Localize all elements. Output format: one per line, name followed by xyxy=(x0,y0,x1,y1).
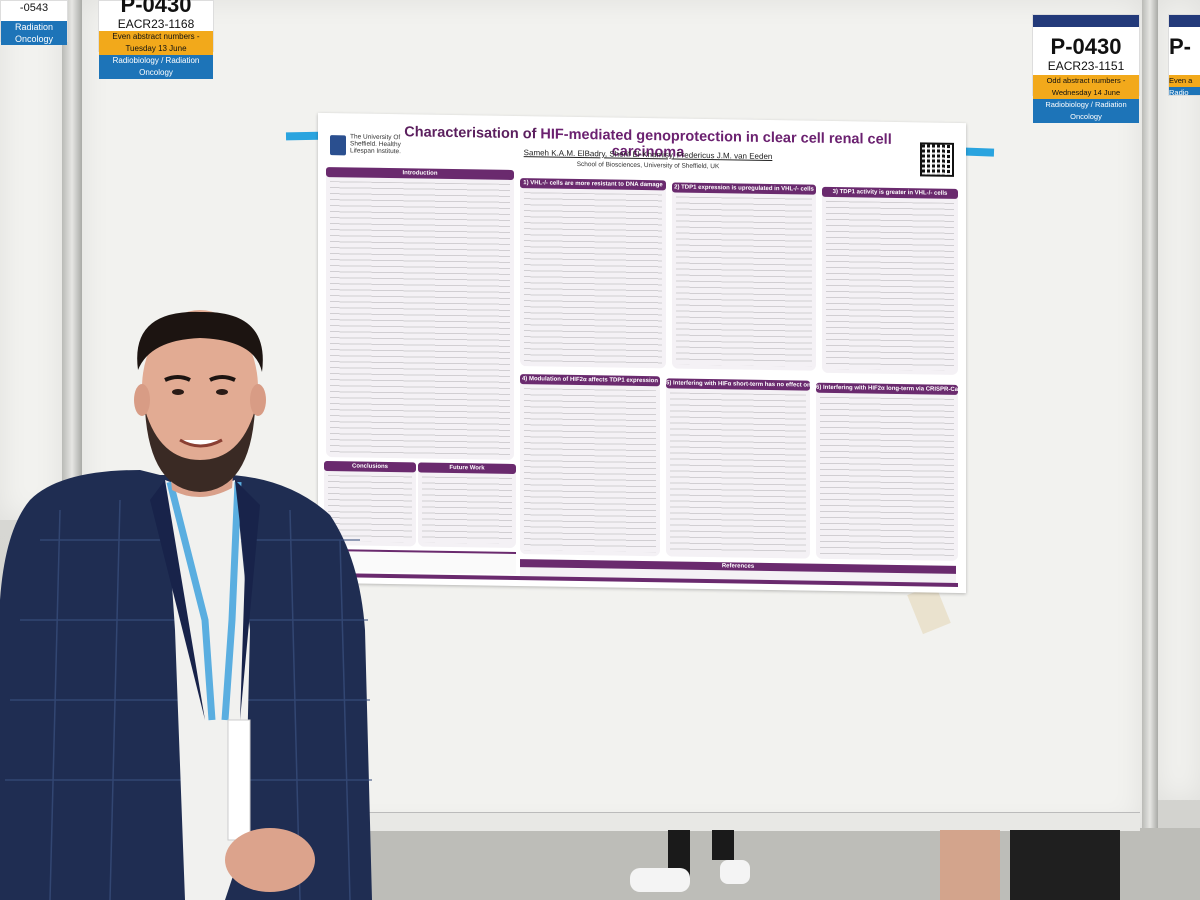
panel-content xyxy=(524,388,656,553)
blazer-lapel-right xyxy=(235,480,260,720)
congress-logo-strip xyxy=(1033,15,1139,27)
panel-header: 3) TDP1 activity is greater in VHL-/- ce… xyxy=(822,186,958,199)
blazer-lapel-left xyxy=(150,480,205,720)
panel-section-4: 4) Modulation of HIF2α affects TDP1 expr… xyxy=(520,374,660,557)
research-poster: The University Of Sheffield. Healthy Lif… xyxy=(318,112,966,594)
poster-title-part1: Characterisation of xyxy=(404,124,541,143)
qr-code-icon xyxy=(920,142,954,177)
poster-label-left-top: -0543 Radiation Oncology xyxy=(0,0,68,45)
panel-section-5: 5) Interfering with HIFα short-term has … xyxy=(666,378,810,559)
hair xyxy=(137,311,263,372)
beard xyxy=(145,410,255,492)
smile xyxy=(179,438,223,448)
face xyxy=(142,310,258,466)
background-person-legs xyxy=(630,830,750,900)
panel-content xyxy=(676,196,812,367)
panel-header: 4) Modulation of HIF2α affects TDP1 expr… xyxy=(520,374,660,387)
ear-left xyxy=(134,384,150,416)
poster-board-left xyxy=(0,0,62,520)
eyebrows xyxy=(164,375,236,382)
label-code: EACR23-1151 xyxy=(1047,59,1125,73)
label-band-topic: Radiobiology / Radiation Oncology xyxy=(99,55,213,79)
label-band-day: Even abstract numbers - Tuesday 13 June xyxy=(99,31,213,55)
label-band-topic: Radiobiology / Radiation Oncology xyxy=(1033,99,1139,123)
panel-section-3: 3) TDP1 activity is greater in VHL-/- ce… xyxy=(822,186,958,375)
panel-content xyxy=(826,200,954,371)
lanyard xyxy=(166,481,242,721)
panel-header: 2) TDP1 expression is upregulated in VHL… xyxy=(672,182,816,195)
panel-section-6: 6) Interfering with HIF2α long-term via … xyxy=(816,382,958,561)
poster-label-left-mid: P-0430 EACR23-1168 Even abstract numbers… xyxy=(98,0,214,79)
board-base xyxy=(340,812,1140,831)
panel-header: 1) VHL-/- cells are more resistant to DN… xyxy=(520,178,666,191)
label-poster-number: P-0430 xyxy=(120,0,192,17)
panel-future-work: Future Work xyxy=(418,462,516,549)
congress-logo-strip xyxy=(1169,15,1200,27)
panel-content xyxy=(524,192,662,365)
panel-header: Future Work xyxy=(418,462,516,475)
badge xyxy=(227,719,251,841)
poster-board-right xyxy=(1158,0,1200,800)
label-band-topic: Radio xyxy=(1169,87,1200,95)
eye-right xyxy=(216,389,228,395)
eye-left xyxy=(172,389,184,395)
background-person-legs xyxy=(940,830,1120,900)
label-poster-number: P- xyxy=(1169,34,1191,59)
label-band-day: Even a xyxy=(1169,75,1200,87)
label-poster-number: P-0430 xyxy=(1050,34,1122,59)
panel-content xyxy=(820,396,954,557)
label-code: -0543 xyxy=(19,2,49,14)
panel-content xyxy=(422,476,512,544)
panel-header: References xyxy=(520,559,956,574)
presenter-person xyxy=(0,310,372,900)
ear-right xyxy=(250,384,266,416)
panel-section-1: 1) VHL-/- cells are more resistant to DN… xyxy=(520,178,666,369)
label-band: Radiation Oncology xyxy=(1,21,67,45)
panel-header: 6) Interfering with HIF2α long-term via … xyxy=(816,382,958,395)
panel-header: 5) Interfering with HIFα short-term has … xyxy=(666,378,810,391)
panel-header: Introduction xyxy=(326,167,514,180)
panel-section-2: 2) TDP1 expression is upregulated in VHL… xyxy=(672,182,816,371)
board-pole xyxy=(62,0,82,620)
university-crest-icon xyxy=(330,135,346,156)
hand xyxy=(225,828,315,892)
poster-label-right-edge: P- Even a Radio xyxy=(1168,14,1200,96)
board-pole xyxy=(1142,0,1158,900)
poster-label-right-main: P-0430 EACR23-1151 Odd abstract numbers … xyxy=(1032,14,1140,123)
panel-content xyxy=(670,392,806,555)
label-band-day: Odd abstract numbers - Wednesday 14 June xyxy=(1033,75,1139,99)
label-code: EACR23-1168 xyxy=(117,17,195,31)
